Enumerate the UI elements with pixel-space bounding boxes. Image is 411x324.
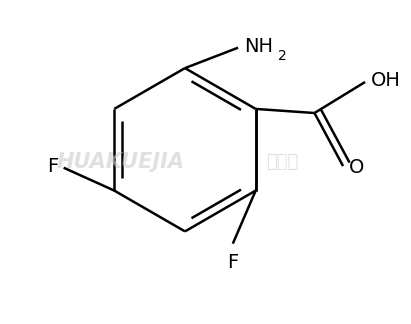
Text: O: O (349, 158, 364, 177)
Text: F: F (227, 253, 238, 272)
Text: F: F (47, 156, 58, 176)
Text: HUAKUEJIA: HUAKUEJIA (57, 152, 185, 172)
Text: NH: NH (244, 37, 273, 55)
Text: 2: 2 (278, 49, 287, 63)
Text: 化学加: 化学加 (266, 153, 298, 171)
Text: OH: OH (371, 71, 401, 90)
